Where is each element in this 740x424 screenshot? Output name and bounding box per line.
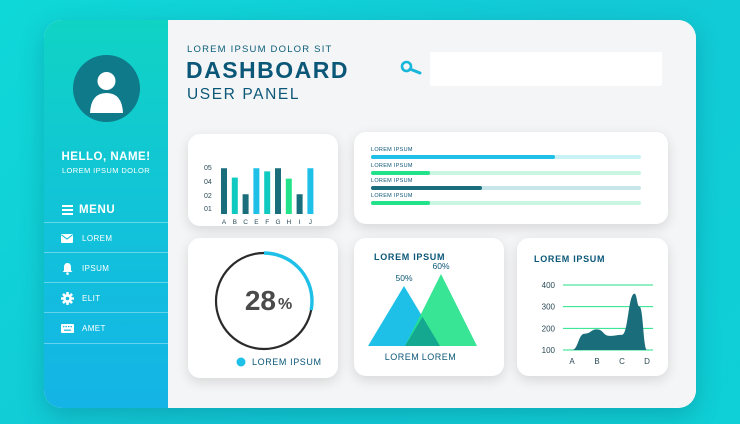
x-tick-label: C	[243, 219, 248, 226]
y-tick-label: 05	[204, 165, 212, 172]
triangle-chart: LOREM IPSUM 50% LOREM 60% LOREM	[368, 252, 477, 362]
header-kicker: LOREM IPSUM DOLOR SIT	[187, 44, 333, 55]
progress-bar	[371, 201, 641, 205]
data-label: 50%	[395, 273, 412, 283]
avatar[interactable]	[73, 55, 140, 122]
x-tick-label: B	[233, 219, 237, 226]
sidebar-item-label: LOREM	[82, 233, 113, 243]
hamburger-icon	[62, 203, 73, 217]
x-tick-label: F	[265, 219, 269, 226]
bar	[296, 194, 303, 214]
progress-bar	[371, 186, 641, 190]
y-tick-label: 04	[204, 179, 212, 186]
progress-label: LOREM IPSUM	[371, 163, 413, 169]
sidebar-item-elit[interactable]: ELIT	[44, 282, 168, 313]
donut-unit: %	[278, 296, 292, 313]
x-tick-label: C	[619, 357, 625, 366]
bar	[253, 168, 260, 214]
progress-label: LOREM IPSUM	[371, 147, 413, 153]
progress-fill	[371, 201, 431, 205]
page-subtitle: USER PANEL	[187, 86, 301, 103]
bar	[285, 178, 292, 214]
x-tick-label: D	[644, 357, 650, 366]
sidebar: HELLO, NAME! LOREM IPSUM DOLOR MENU LORE…	[44, 20, 168, 408]
donut-card: 28 % LOREM IPSUM	[188, 238, 338, 378]
greeting: HELLO, NAME!	[61, 151, 151, 163]
donut-progress	[214, 251, 314, 351]
sidebar-item-lorem[interactable]: LOREM	[44, 222, 168, 253]
progress-bar	[371, 155, 641, 159]
donut-legend: LOREM IPSUM	[252, 357, 322, 367]
bar	[275, 168, 281, 214]
sidebar-item-label: AMET	[82, 323, 106, 333]
bar	[221, 168, 227, 214]
dashboard-window: HELLO, NAME! LOREM IPSUM DOLOR MENU LORE…	[44, 20, 696, 408]
sidebar-item-label: ELIT	[82, 293, 101, 303]
bar	[264, 171, 271, 214]
x-tick-label: J	[309, 219, 312, 226]
x-tick-label: H	[286, 219, 291, 226]
legend-dot	[236, 357, 246, 367]
bell-icon	[60, 261, 74, 275]
keyboard-icon	[60, 321, 74, 335]
y-tick-label: 100	[542, 346, 556, 355]
area-series	[572, 293, 647, 350]
y-tick-label: 01	[204, 206, 212, 213]
sidebar-item-amet[interactable]: AMET	[44, 312, 168, 344]
bar	[231, 177, 238, 214]
donut-chart: 28 % LOREM IPSUM	[214, 251, 322, 367]
x-label: LOREM	[422, 352, 457, 362]
y-tick-label: 300	[542, 303, 556, 312]
gear-icon	[60, 291, 74, 305]
main-content: LOREM IPSUM DOLOR SIT DASHBOARD USER PAN…	[168, 20, 696, 408]
triangle-chart-card: LOREM IPSUM 50% LOREM 60% LOREM	[354, 238, 504, 376]
menu-header[interactable]: MENU	[62, 203, 115, 217]
bar	[242, 194, 249, 214]
mail-icon	[60, 231, 74, 245]
chart-title: LOREM IPSUM	[374, 252, 445, 262]
progress-label: LOREM IPSUM	[371, 178, 413, 184]
search-icon[interactable]	[400, 60, 424, 76]
progress-card: LOREM IPSUM LOREM IPSUM LOREM IPSUM LORE…	[354, 132, 668, 224]
x-tick-label: A	[222, 219, 227, 226]
search-input[interactable]	[430, 52, 662, 86]
area-chart: LOREM IPSUM 400 300 200 100 A B C D	[534, 254, 653, 366]
progress-bar	[371, 171, 641, 175]
y-tick-label: 02	[204, 193, 212, 200]
area-chart-card: LOREM IPSUM 400 300 200 100 A B C D	[517, 238, 668, 376]
progress-fill	[371, 171, 431, 175]
user-icon	[90, 72, 123, 113]
x-tick-label: E	[254, 219, 259, 226]
x-tick-label: G	[275, 219, 280, 226]
sidebar-item-label: IPSUM	[82, 263, 110, 273]
data-label: 60%	[432, 261, 449, 271]
x-tick-label: I	[299, 219, 301, 226]
triangle-overlap	[405, 316, 440, 346]
x-tick-label: B	[594, 357, 599, 366]
bar	[307, 168, 314, 214]
progress-fill	[371, 155, 555, 159]
progress-label: LOREM IPSUM	[371, 193, 413, 199]
sidebar-item-ipsum[interactable]: IPSUM	[44, 252, 168, 283]
progress-fill	[371, 186, 482, 190]
bar-chart-card: 05 04 02 01 A B C E F G H I J	[188, 134, 338, 226]
x-label: LOREM	[385, 352, 420, 362]
x-tick-label: A	[569, 357, 575, 366]
menu-label: MENU	[79, 204, 116, 216]
greeting-subtitle: LOREM IPSUM DOLOR	[61, 166, 151, 175]
bar-chart: 05 04 02 01 A B C E F G H I J	[204, 165, 314, 226]
chart-title: LOREM IPSUM	[534, 254, 605, 264]
y-tick-label: 400	[542, 281, 556, 290]
y-tick-label: 200	[542, 324, 556, 333]
page-title: DASHBOARD	[186, 57, 349, 83]
donut-value: 28	[245, 285, 276, 316]
